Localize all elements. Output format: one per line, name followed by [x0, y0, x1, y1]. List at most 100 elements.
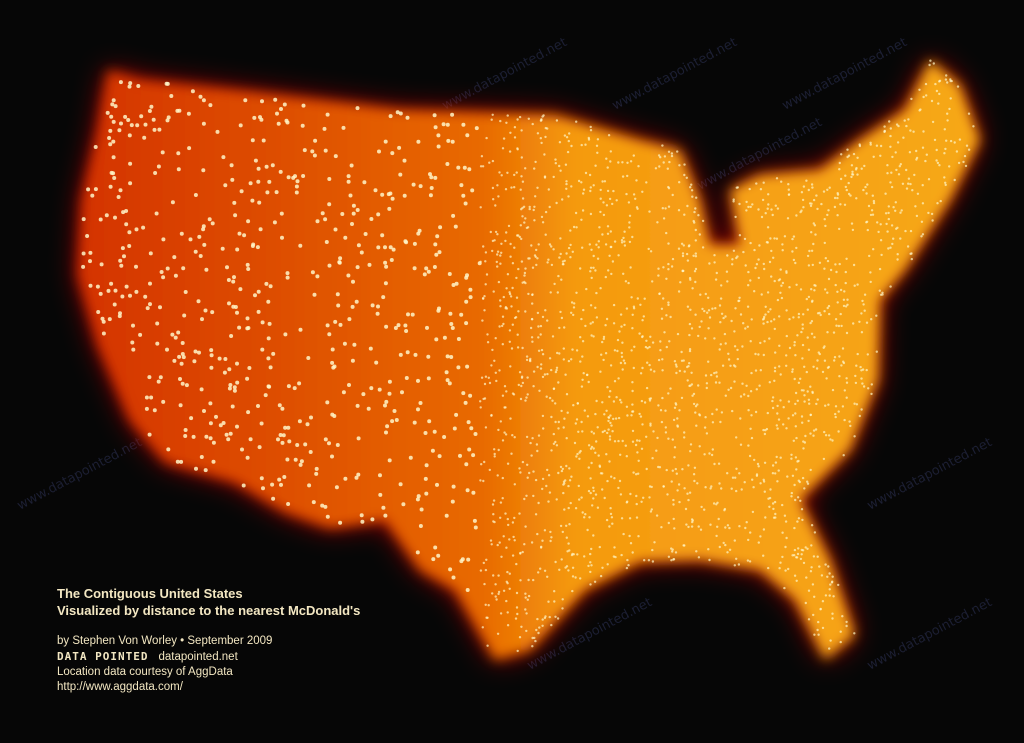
location-dot: [773, 318, 776, 321]
location-dot: [828, 312, 831, 316]
credit-link[interactable]: http://www.aggdata.com/: [57, 681, 183, 693]
location-dot: [886, 230, 889, 233]
location-dot: [660, 526, 663, 529]
location-dot: [521, 180, 525, 183]
location-dot: [869, 280, 872, 284]
location-dot: [192, 359, 197, 364]
location-dot: [528, 205, 531, 209]
location-dot: [720, 411, 724, 414]
location-dot: [784, 520, 788, 523]
location-dot: [209, 348, 214, 353]
location-dot: [509, 255, 512, 258]
location-dot: [376, 304, 380, 309]
location-dot: [860, 408, 863, 411]
location-dot: [377, 149, 381, 154]
location-dot: [674, 551, 678, 554]
location-dot: [197, 350, 201, 355]
location-dot: [704, 292, 707, 296]
location-dot: [504, 433, 508, 436]
location-dot: [915, 149, 918, 153]
location-dot: [131, 347, 136, 352]
location-dot: [596, 138, 600, 141]
location-dot: [802, 561, 806, 565]
location-dot: [647, 247, 650, 251]
location-dot: [246, 267, 251, 271]
brand-link[interactable]: datapointed.net: [158, 651, 238, 663]
location-dot: [623, 362, 627, 365]
location-dot: [492, 290, 495, 293]
location-dot: [858, 143, 861, 146]
location-dot: [623, 323, 626, 327]
location-dot: [520, 175, 523, 178]
location-dot: [925, 94, 928, 97]
location-dot: [622, 236, 625, 240]
location-dot: [753, 458, 756, 462]
location-dot: [233, 213, 238, 218]
location-dot: [324, 240, 329, 244]
location-dot: [927, 178, 931, 181]
location-dot: [758, 244, 761, 247]
location-dot: [649, 335, 652, 338]
location-dot: [393, 326, 398, 330]
location-dot: [313, 138, 318, 143]
location-dot: [510, 347, 514, 350]
location-dot: [683, 163, 686, 166]
location-dot: [794, 425, 797, 428]
location-dot: [603, 180, 607, 183]
location-dot: [876, 221, 879, 224]
location-dot: [537, 571, 540, 574]
location-dot: [590, 461, 593, 465]
location-dot: [839, 288, 843, 292]
location-dot: [111, 171, 116, 176]
location-dot: [347, 383, 351, 387]
location-dot: [180, 352, 185, 356]
location-dot: [592, 489, 595, 493]
location-dot: [415, 550, 420, 555]
location-dot: [834, 283, 837, 287]
location-dot: [238, 287, 243, 292]
location-dot: [649, 368, 653, 371]
location-dot: [565, 437, 568, 440]
location-dot: [563, 259, 566, 262]
location-dot: [416, 494, 421, 499]
location-dot: [526, 376, 529, 379]
location-dot: [845, 620, 848, 624]
location-dot: [723, 332, 727, 336]
location-dot: [622, 359, 626, 362]
location-dot: [594, 493, 598, 496]
location-dot: [248, 181, 253, 186]
location-dot: [589, 270, 592, 273]
location-dot: [134, 264, 138, 269]
location-dot: [325, 514, 330, 519]
location-dot: [327, 441, 331, 446]
location-dot: [524, 608, 527, 611]
location-dot: [801, 323, 804, 326]
location-dot: [505, 390, 508, 393]
location-dot: [899, 211, 902, 214]
location-dot: [907, 182, 910, 185]
location-dot: [548, 357, 552, 360]
location-dot: [556, 291, 559, 294]
location-dot: [841, 615, 844, 618]
location-dot: [260, 347, 265, 352]
location-dot: [801, 476, 805, 480]
location-dot: [472, 518, 477, 523]
location-dot: [787, 417, 790, 420]
location-dot: [558, 164, 561, 168]
location-dot: [118, 188, 123, 193]
location-dot: [938, 92, 941, 96]
location-dot: [794, 391, 798, 395]
location-dot: [662, 485, 665, 488]
location-dot: [584, 143, 587, 146]
location-dot: [845, 381, 849, 384]
location-dot: [445, 378, 450, 383]
location-dot: [694, 405, 698, 408]
location-dot: [837, 324, 841, 328]
location-dot: [872, 155, 875, 158]
location-dot: [464, 462, 469, 467]
location-dot: [630, 296, 633, 299]
location-dot: [588, 243, 591, 246]
location-dot: [397, 145, 402, 150]
location-dot: [605, 204, 609, 207]
location-dot: [128, 161, 133, 166]
